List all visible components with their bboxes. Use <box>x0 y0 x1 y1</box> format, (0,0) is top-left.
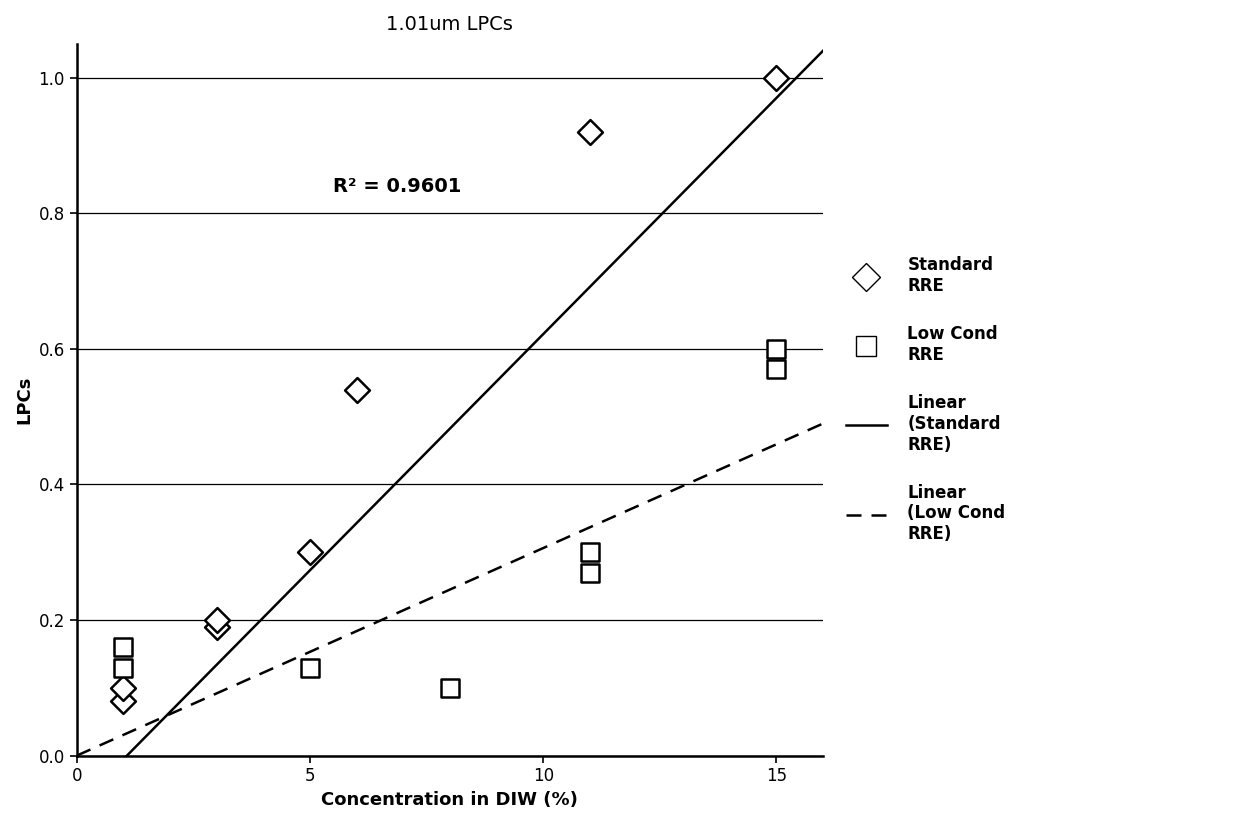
Point <box>114 661 134 674</box>
Legend: Standard
RRE, Low Cond
RRE, Linear
(Standard
RRE), Linear
(Low Cond
RRE): Standard RRE, Low Cond RRE, Linear (Stan… <box>839 250 1012 550</box>
Title: 1.01um LPCs: 1.01um LPCs <box>387 15 513 34</box>
Point <box>114 695 134 708</box>
Point <box>300 545 320 559</box>
Point <box>580 545 600 559</box>
Point <box>114 640 134 653</box>
Point <box>347 383 367 396</box>
Point <box>207 614 227 627</box>
Point <box>580 566 600 579</box>
Point <box>440 681 460 695</box>
Point <box>207 620 227 634</box>
X-axis label: Concentration in DIW (%): Concentration in DIW (%) <box>321 791 578 809</box>
Point <box>766 342 786 355</box>
Text: R² = 0.9601: R² = 0.9601 <box>334 176 461 196</box>
Y-axis label: LPCs: LPCs <box>15 376 33 424</box>
Point <box>766 363 786 376</box>
Point <box>766 71 786 84</box>
Point <box>114 681 134 695</box>
Point <box>580 125 600 138</box>
Point <box>300 661 320 674</box>
